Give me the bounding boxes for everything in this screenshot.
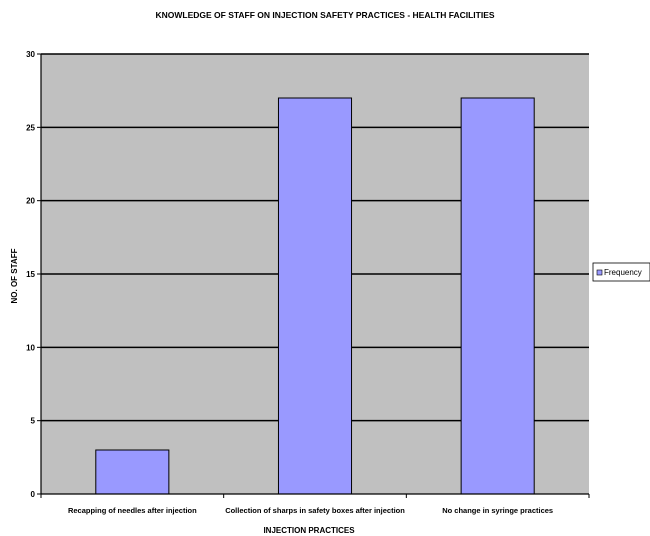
legend: Frequency (592, 262, 650, 282)
chart-title: KNOWLEDGE OF STAFF ON INJECTION SAFETY P… (155, 10, 494, 20)
bars (95, 97, 535, 495)
x-axis-title: INJECTION PRACTICES (263, 526, 355, 535)
x-category-label: No change in syringe practices (442, 506, 553, 515)
legend-label-frequency: Frequency (604, 268, 642, 277)
y-axis-ticks: 0 5 10 15 20 25 30 (26, 50, 41, 499)
x-category-label: Recapping of needles after injection (68, 506, 197, 515)
y-tick-label: 0 (31, 490, 36, 499)
bar-1 (95, 449, 170, 495)
legend-swatch (596, 269, 603, 276)
legend-box (592, 262, 650, 282)
y-tick-label: 5 (31, 417, 36, 426)
y-tick-label: 10 (26, 343, 35, 352)
y-tick-label: 20 (26, 197, 35, 206)
y-tick-label: 25 (26, 123, 35, 132)
bar-2 (277, 97, 353, 495)
y-tick-label: 30 (26, 50, 35, 59)
y-axis-title: NO. OF STAFF (10, 248, 19, 303)
x-axis-ticks: Recapping of needles after injection Coll… (40, 494, 590, 515)
y-tick-label: 15 (26, 270, 35, 279)
bar-3 (460, 97, 535, 495)
x-category-label: Collection of sharps in safety boxes aft… (225, 506, 405, 515)
